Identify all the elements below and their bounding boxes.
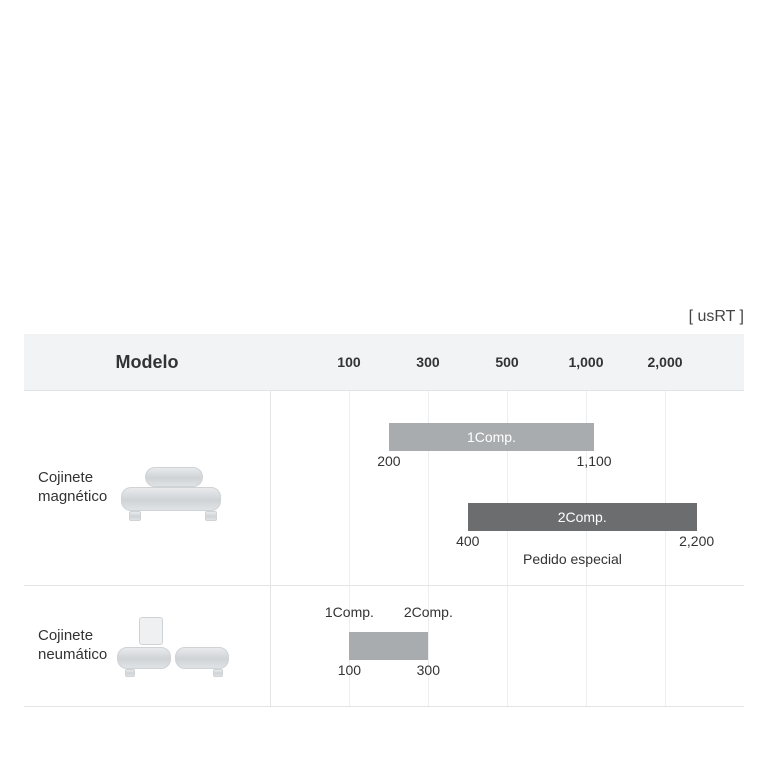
range-bar: 2Comp. [468,503,697,531]
gridline [665,391,666,585]
bar-start-label: 200 [377,453,400,469]
model-image [115,611,235,681]
axis-tick: 300 [416,354,439,370]
gridline [586,586,587,706]
capacity-table: Modelo 100 300 500 1,000 2,000 Cojinetemagné… [24,334,744,707]
chart-cell: 100 300 1Comp. 2Comp. [270,586,744,707]
bar-start-label: 100 [338,662,361,678]
axis-tick: 100 [337,354,360,370]
table-row: Cojinetemagnético 1Comp. 200 1,100 2Comp. 400… [24,391,744,586]
bar-end-label: 2,200 [679,533,714,549]
gridline [665,586,666,706]
unit-label: [ usRT ] [24,300,744,334]
bar-start-label: 400 [456,533,479,549]
axis-tick: 1,000 [568,354,603,370]
axis-tick: 500 [495,354,518,370]
special-order-note: Pedido especial [523,551,622,567]
bar-ext-label: 2Comp. [404,604,453,620]
chart-cell: 1Comp. 200 1,100 2Comp. 400 2,200 Pedido espec… [270,391,744,586]
model-image [115,453,235,523]
gridline [349,391,350,585]
range-bar [349,632,428,660]
model-label: Cojinetemagnético [38,469,107,507]
axis-tick: 2,000 [647,354,682,370]
bar-end-label: 1,100 [577,453,612,469]
table-row: Cojineteneumático 100 300 1Comp. 2Comp. [24,586,744,707]
bar-end-label: 300 [417,662,440,678]
range-bar: 1Comp. [389,423,594,451]
col-header-axis: 100 300 500 1,000 2,000 [270,334,744,391]
model-cell: Cojineteneumático [24,586,270,707]
col-header-model: Modelo [24,334,270,391]
gridline [507,391,508,585]
gridline [428,391,429,585]
model-cell: Cojinetemagnético [24,391,270,586]
gridline [507,586,508,706]
bar-ext-label: 1Comp. [325,604,374,620]
model-label: Cojineteneumático [38,627,107,665]
